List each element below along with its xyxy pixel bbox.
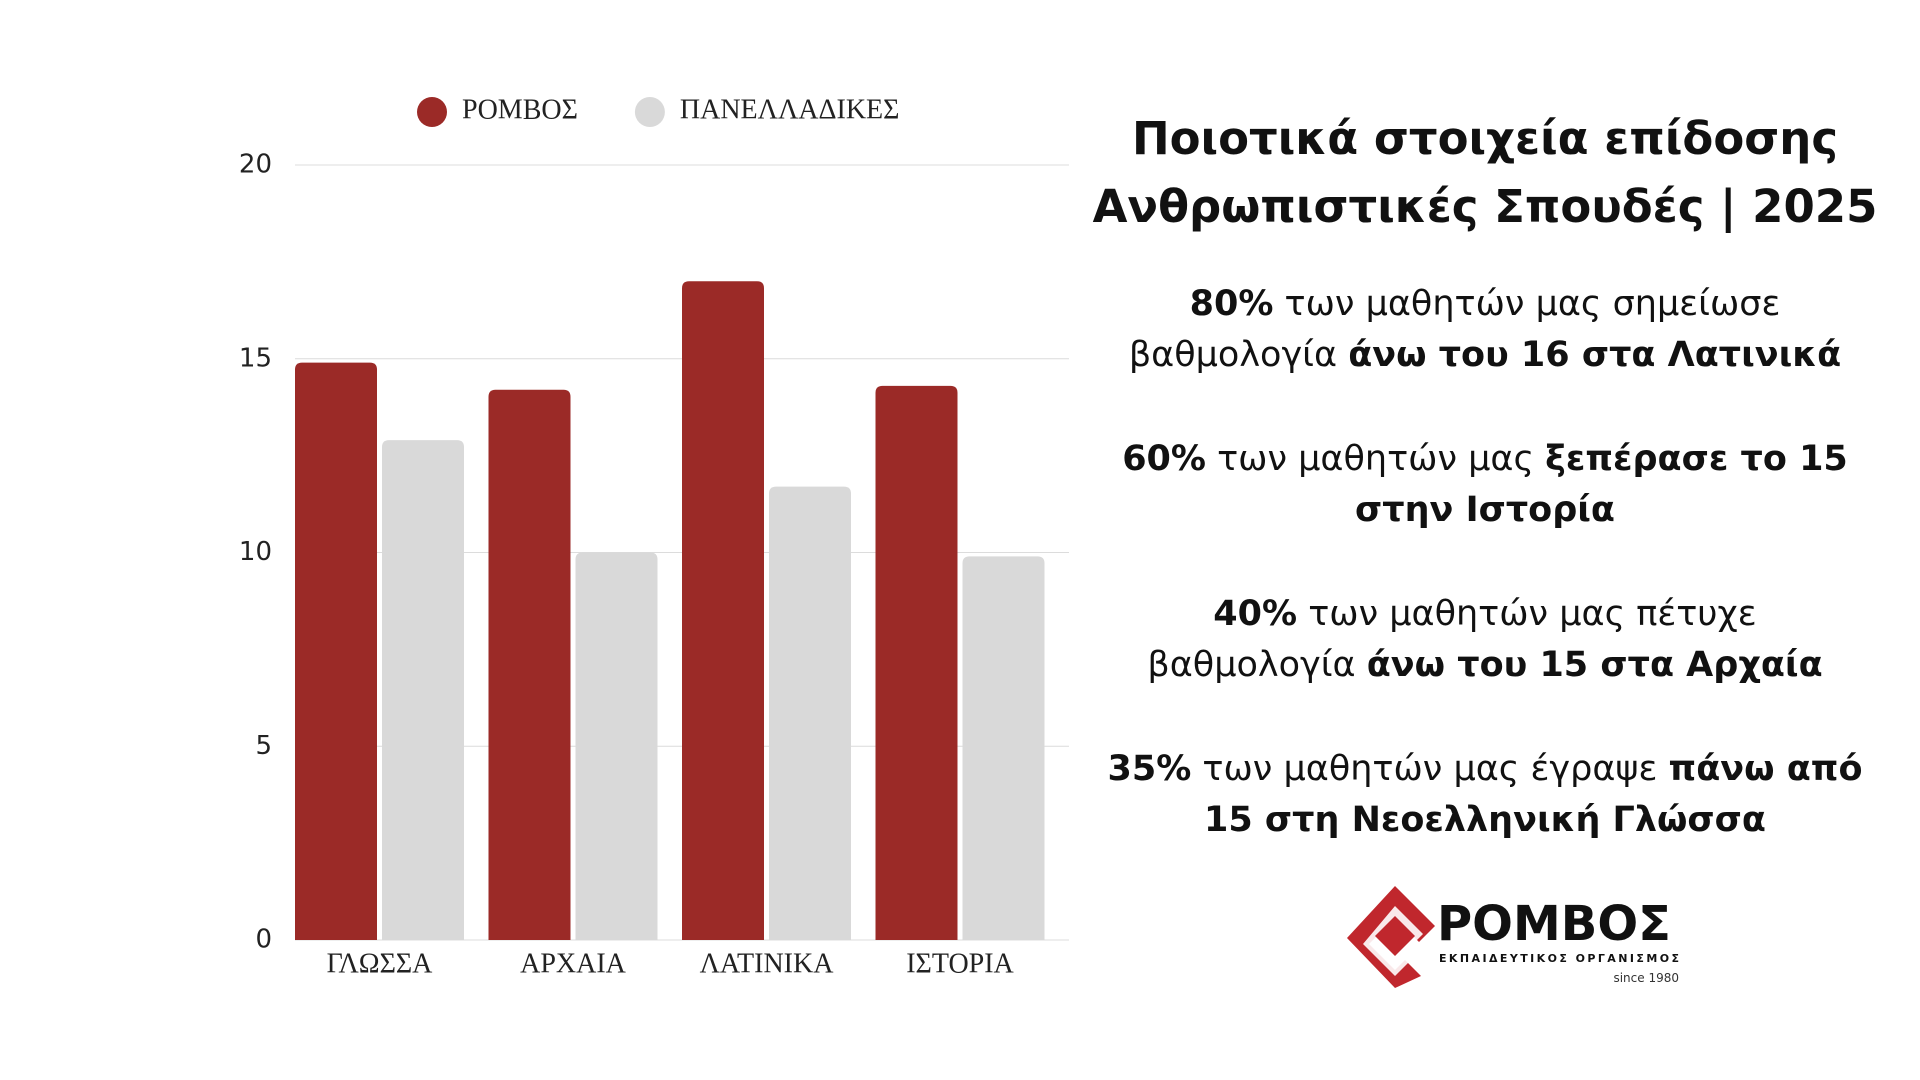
bar — [382, 440, 464, 940]
highlight: 60% των μαθητών μας ξεπέρασε το 15 στην … — [1105, 434, 1865, 536]
bold-text: άνω του 16 στα Λατινικά — [1348, 335, 1842, 375]
text: των μαθητών μας — [1205, 439, 1546, 479]
bar — [295, 362, 377, 940]
highlight: 35% των μαθητών μας έγραψε πάνω από 15 σ… — [1105, 744, 1865, 846]
title: Ποιοτικά στοιχεία επίδοσης Ανθρωπιστικές… — [1090, 105, 1880, 241]
bar — [875, 385, 958, 940]
legend-label: ΡΟΜΒΟΣ — [462, 94, 578, 125]
logo: ΡΟΜΒΟΣ ΕΚΠΑΙΔΕΥΤΙΚΟΣ ΟΡΓΑΝΙΣΜΟΣ since 19… — [1347, 886, 1679, 988]
x-tick-label: ΙΣΤΟΡΙΑ — [906, 948, 1014, 979]
y-tick-label: 5 — [255, 731, 272, 761]
y-tick-label: 0 — [255, 925, 272, 955]
bold-text: 35% — [1107, 749, 1192, 789]
x-tick-label: ΓΛΩΣΣΑ — [327, 948, 434, 979]
bar — [682, 281, 764, 940]
text: των μαθητών μας σημείωσε βαθμολογία — [1128, 284, 1781, 375]
summary: Ποιοτικά στοιχεία επίδοσης Ανθρωπιστικές… — [1090, 105, 1880, 899]
title-line: Ποιοτικά στοιχεία επίδοσης — [1131, 112, 1838, 165]
y-tick-label: 20 — [239, 150, 272, 180]
bold-text: 80% — [1189, 284, 1274, 324]
legend-label: ΠΑΝΕΛΛΑΔΙΚΕΣ — [680, 94, 900, 125]
legend-swatch — [634, 97, 665, 127]
highlight: 80% των μαθητών μας σημείωσε βαθμολογία … — [1105, 279, 1865, 381]
chart: 0 5 10 15 20 ΡΟΜΒΟΣ ΠΑΝΕΛΛΑΔΙΚΕΣ ΓΛΩΣΣΑ ΑΡΧΑΙΑ ΛΑ… — [239, 94, 1069, 979]
bar — [488, 389, 571, 940]
bar — [769, 486, 851, 940]
bold-text: πάνω από 15 στη Νεοελληνική Γλώσσα — [1204, 749, 1863, 840]
text: των μαθητών μας πέτυχε βαθμολογία — [1147, 594, 1757, 685]
x-tick-label: ΛΑΤΙΝΙΚΑ — [700, 948, 835, 979]
bold-text: 60% — [1122, 439, 1206, 479]
bold-text: ξεπέρασε το 15 στην Ιστορία — [1355, 439, 1848, 530]
title-line: Ανθρωπιστικές Σπουδές | 2025 — [1092, 180, 1878, 233]
bar — [575, 552, 658, 940]
legend-swatch — [417, 97, 447, 127]
logo-name: ΡΟΜΒΟΣ — [1437, 896, 1671, 952]
y-tick-label: 10 — [239, 537, 272, 567]
logo-tagline: ΕΚΠΑΙΔΕΥΤΙΚΟΣ ΟΡΓΑΝΙΣΜΟΣ — [1439, 952, 1679, 965]
x-tick-label: ΑΡΧΑΙΑ — [520, 948, 627, 979]
bold-text: 40% — [1213, 594, 1298, 634]
highlight: 40% των μαθητών μας πέτυχε βαθμολογία άν… — [1105, 589, 1865, 691]
y-tick-label: 15 — [239, 343, 272, 373]
logo-mark — [1347, 886, 1435, 988]
bar — [962, 556, 1045, 940]
bold-text: άνω του 15 στα Αρχαία — [1366, 645, 1823, 685]
logo-since: since 1980 — [1613, 971, 1679, 985]
items: 80% των μαθητών μας σημείωσε βαθμολογία … — [1090, 279, 1880, 846]
text: των μαθητών μας έγραψε — [1191, 749, 1669, 789]
